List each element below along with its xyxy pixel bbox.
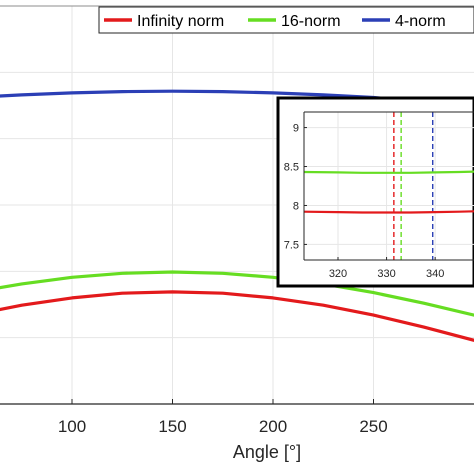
inset-x-tick-label-340: 340 bbox=[426, 268, 444, 280]
x-axis-label: Angle [°] bbox=[233, 442, 301, 462]
inset-series bbox=[303, 170, 474, 214]
legend: Infinity norm 16-norm 4-norm bbox=[98, 6, 474, 34]
legend-label-16-norm: 16-norm bbox=[281, 13, 341, 30]
x-tick-label-100: 100 bbox=[58, 417, 86, 436]
x-tick-label-250: 250 bbox=[359, 417, 387, 436]
legend-box bbox=[98, 6, 474, 34]
inset-y-tick-label-8-5: 8.5 bbox=[284, 162, 299, 174]
series-line-16-norm bbox=[0, 270, 474, 317]
inset-y-tick-label-8: 8 bbox=[293, 200, 299, 212]
x-tick-label-200: 200 bbox=[259, 417, 287, 436]
inset-grid bbox=[304, 112, 474, 260]
inset-axes bbox=[303, 111, 474, 261]
inset-y-tick-label-9: 9 bbox=[293, 123, 299, 135]
inset-ticks: 320 330 340 7.5 8 8.5 9 bbox=[284, 123, 445, 280]
inset-vertical-lines bbox=[393, 112, 434, 260]
inset-y-tick-label-7-5: 7.5 bbox=[284, 239, 299, 251]
inset-series-line-1 bbox=[303, 170, 474, 174]
inset-x-tick-label-320: 320 bbox=[329, 268, 347, 280]
inset-x-tick-label-330: 330 bbox=[377, 268, 395, 280]
x-tick-label-150: 150 bbox=[158, 417, 186, 436]
legend-label-infinity-norm: Infinity norm bbox=[137, 13, 224, 30]
inset-chart: 320 330 340 7.5 8 8.5 9 bbox=[276, 96, 474, 288]
inset-frame bbox=[276, 96, 474, 288]
main-axes bbox=[0, 5, 474, 405]
main-x-ticks: 100 150 200 250 bbox=[58, 399, 388, 436]
legend-label-4-norm: 4-norm bbox=[395, 13, 446, 30]
inset-series-line-2 bbox=[303, 210, 474, 214]
series-line-infinity-norm bbox=[0, 290, 474, 342]
